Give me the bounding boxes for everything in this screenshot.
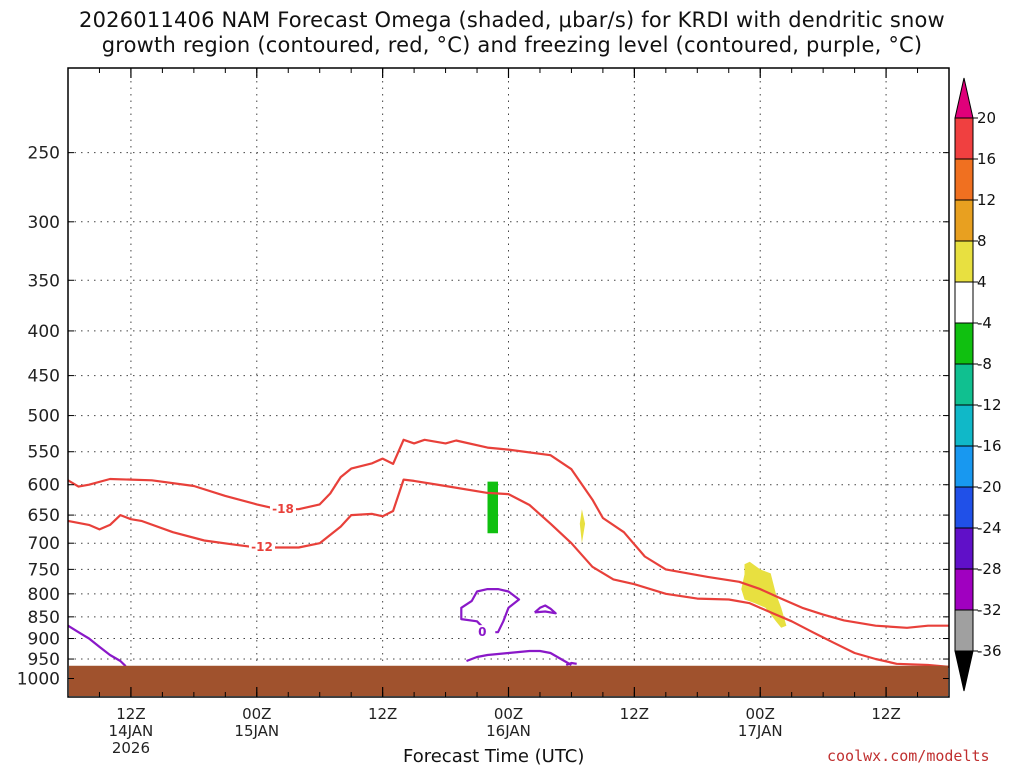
colorbar-label: 8 [977,232,987,250]
y-tick-label: 700 [28,534,60,554]
contour-label: -18 [272,502,294,516]
y-tick-label: 350 [28,271,60,291]
contour-label: 0 [478,625,486,639]
colorbar-bottom-arrow [954,650,974,692]
colorbar-bin [954,158,974,201]
freezing-level-contour [67,624,127,667]
y-tick-label: 400 [28,322,60,342]
x-tick-label: 12Z [116,705,145,723]
x-tick-label: 16JAN [486,722,531,740]
y-axis: 2503003504004505005506006507007508008509… [17,144,949,689]
y-tick-label: 750 [28,560,60,580]
y-tick-label: 950 [28,650,60,670]
chart-title-line2: growth region (contoured, red, °C) and f… [101,33,923,57]
x-tick-label: 00Z [242,705,271,723]
x-tick-label: 15JAN [234,722,279,740]
y-tick-label: 900 [28,630,60,650]
contour-label: -12 [251,540,273,554]
x-tick-label: 2026 [112,739,150,757]
omega-shade-area [579,509,586,544]
y-tick-label: 850 [28,608,60,628]
y-tick-label: 800 [28,585,60,605]
colorbar-label: -8 [977,355,992,373]
x-tick-label: 00Z [494,705,523,723]
x-tick-label: 00Z [746,705,775,723]
y-tick-label: 250 [28,144,60,164]
omega-shading [487,481,787,628]
chart-title-line1: 2026011406 NAM Forecast Omega (shaded, μ… [79,8,945,32]
colorbar-bin [954,240,974,283]
y-tick-label: 300 [28,213,60,233]
dgz-contour [67,478,950,668]
x-tick-label: 12Z [368,705,397,723]
colorbar-bin [954,199,974,242]
colorbar-label: 20 [977,109,996,127]
grid [68,68,949,697]
freezing-level-contour [565,661,577,667]
colorbar-bin [954,363,974,406]
freezing-level-contour [466,649,572,666]
colorbar-label: -20 [977,478,1002,496]
dgz-contour [67,438,949,629]
colorbar-bin [954,568,974,611]
x-axis-title: Forecast Time (UTC) [403,746,585,767]
credit-link[interactable]: coolwx.com/modelts [827,747,990,765]
x-tick-label: 17JAN [738,722,783,740]
contour-label-bg [270,502,297,517]
colorbar-label: -28 [977,560,1002,578]
colorbar-top-arrow [954,77,974,119]
y-tick-label: 450 [28,367,60,387]
colorbar-label: 16 [977,150,996,168]
colorbar-label: -16 [977,437,1002,455]
y-tick-label: 550 [28,443,60,463]
colorbar-label: -32 [977,601,1002,619]
y-tick-label: 600 [28,476,60,496]
y-tick-label: 500 [28,407,60,427]
colorbar-bin [954,117,974,160]
x-tick-label: 12Z [871,705,900,723]
freezing-level-contour [460,587,521,634]
plot-frame [67,67,950,698]
omega-shade-area [487,481,498,534]
colorbar-label: -36 [977,642,1002,660]
colorbar-bin [954,527,974,570]
contours: -18 -12 0 [67,438,950,668]
x-tick-label: 12Z [620,705,649,723]
colorbar-bin [954,404,974,447]
colorbar-label: 4 [977,273,987,291]
colorbar-label: 12 [977,191,996,209]
contour-label-bg [249,539,276,554]
colorbar-bin [954,486,974,529]
colorbar-bin [954,281,974,324]
colorbar-label: -12 [977,396,1002,414]
colorbar: 20 16 12 8 4 -4 -8 -12 -16 -20 -24 -28 -32 -36 [954,77,1002,692]
x-tick-label: 14JAN [109,722,154,740]
colorbar-bin [954,445,974,488]
contour-label-bg [469,625,496,640]
colorbar-bin [954,609,974,652]
y-tick-label: 1000 [17,669,60,689]
y-tick-label: 650 [28,506,60,526]
freezing-level-contour [533,604,557,615]
omega-shade-area [741,561,787,628]
colorbar-label: -4 [977,314,992,332]
colorbar-bin [954,322,974,365]
colorbar-label: -24 [977,519,1002,537]
